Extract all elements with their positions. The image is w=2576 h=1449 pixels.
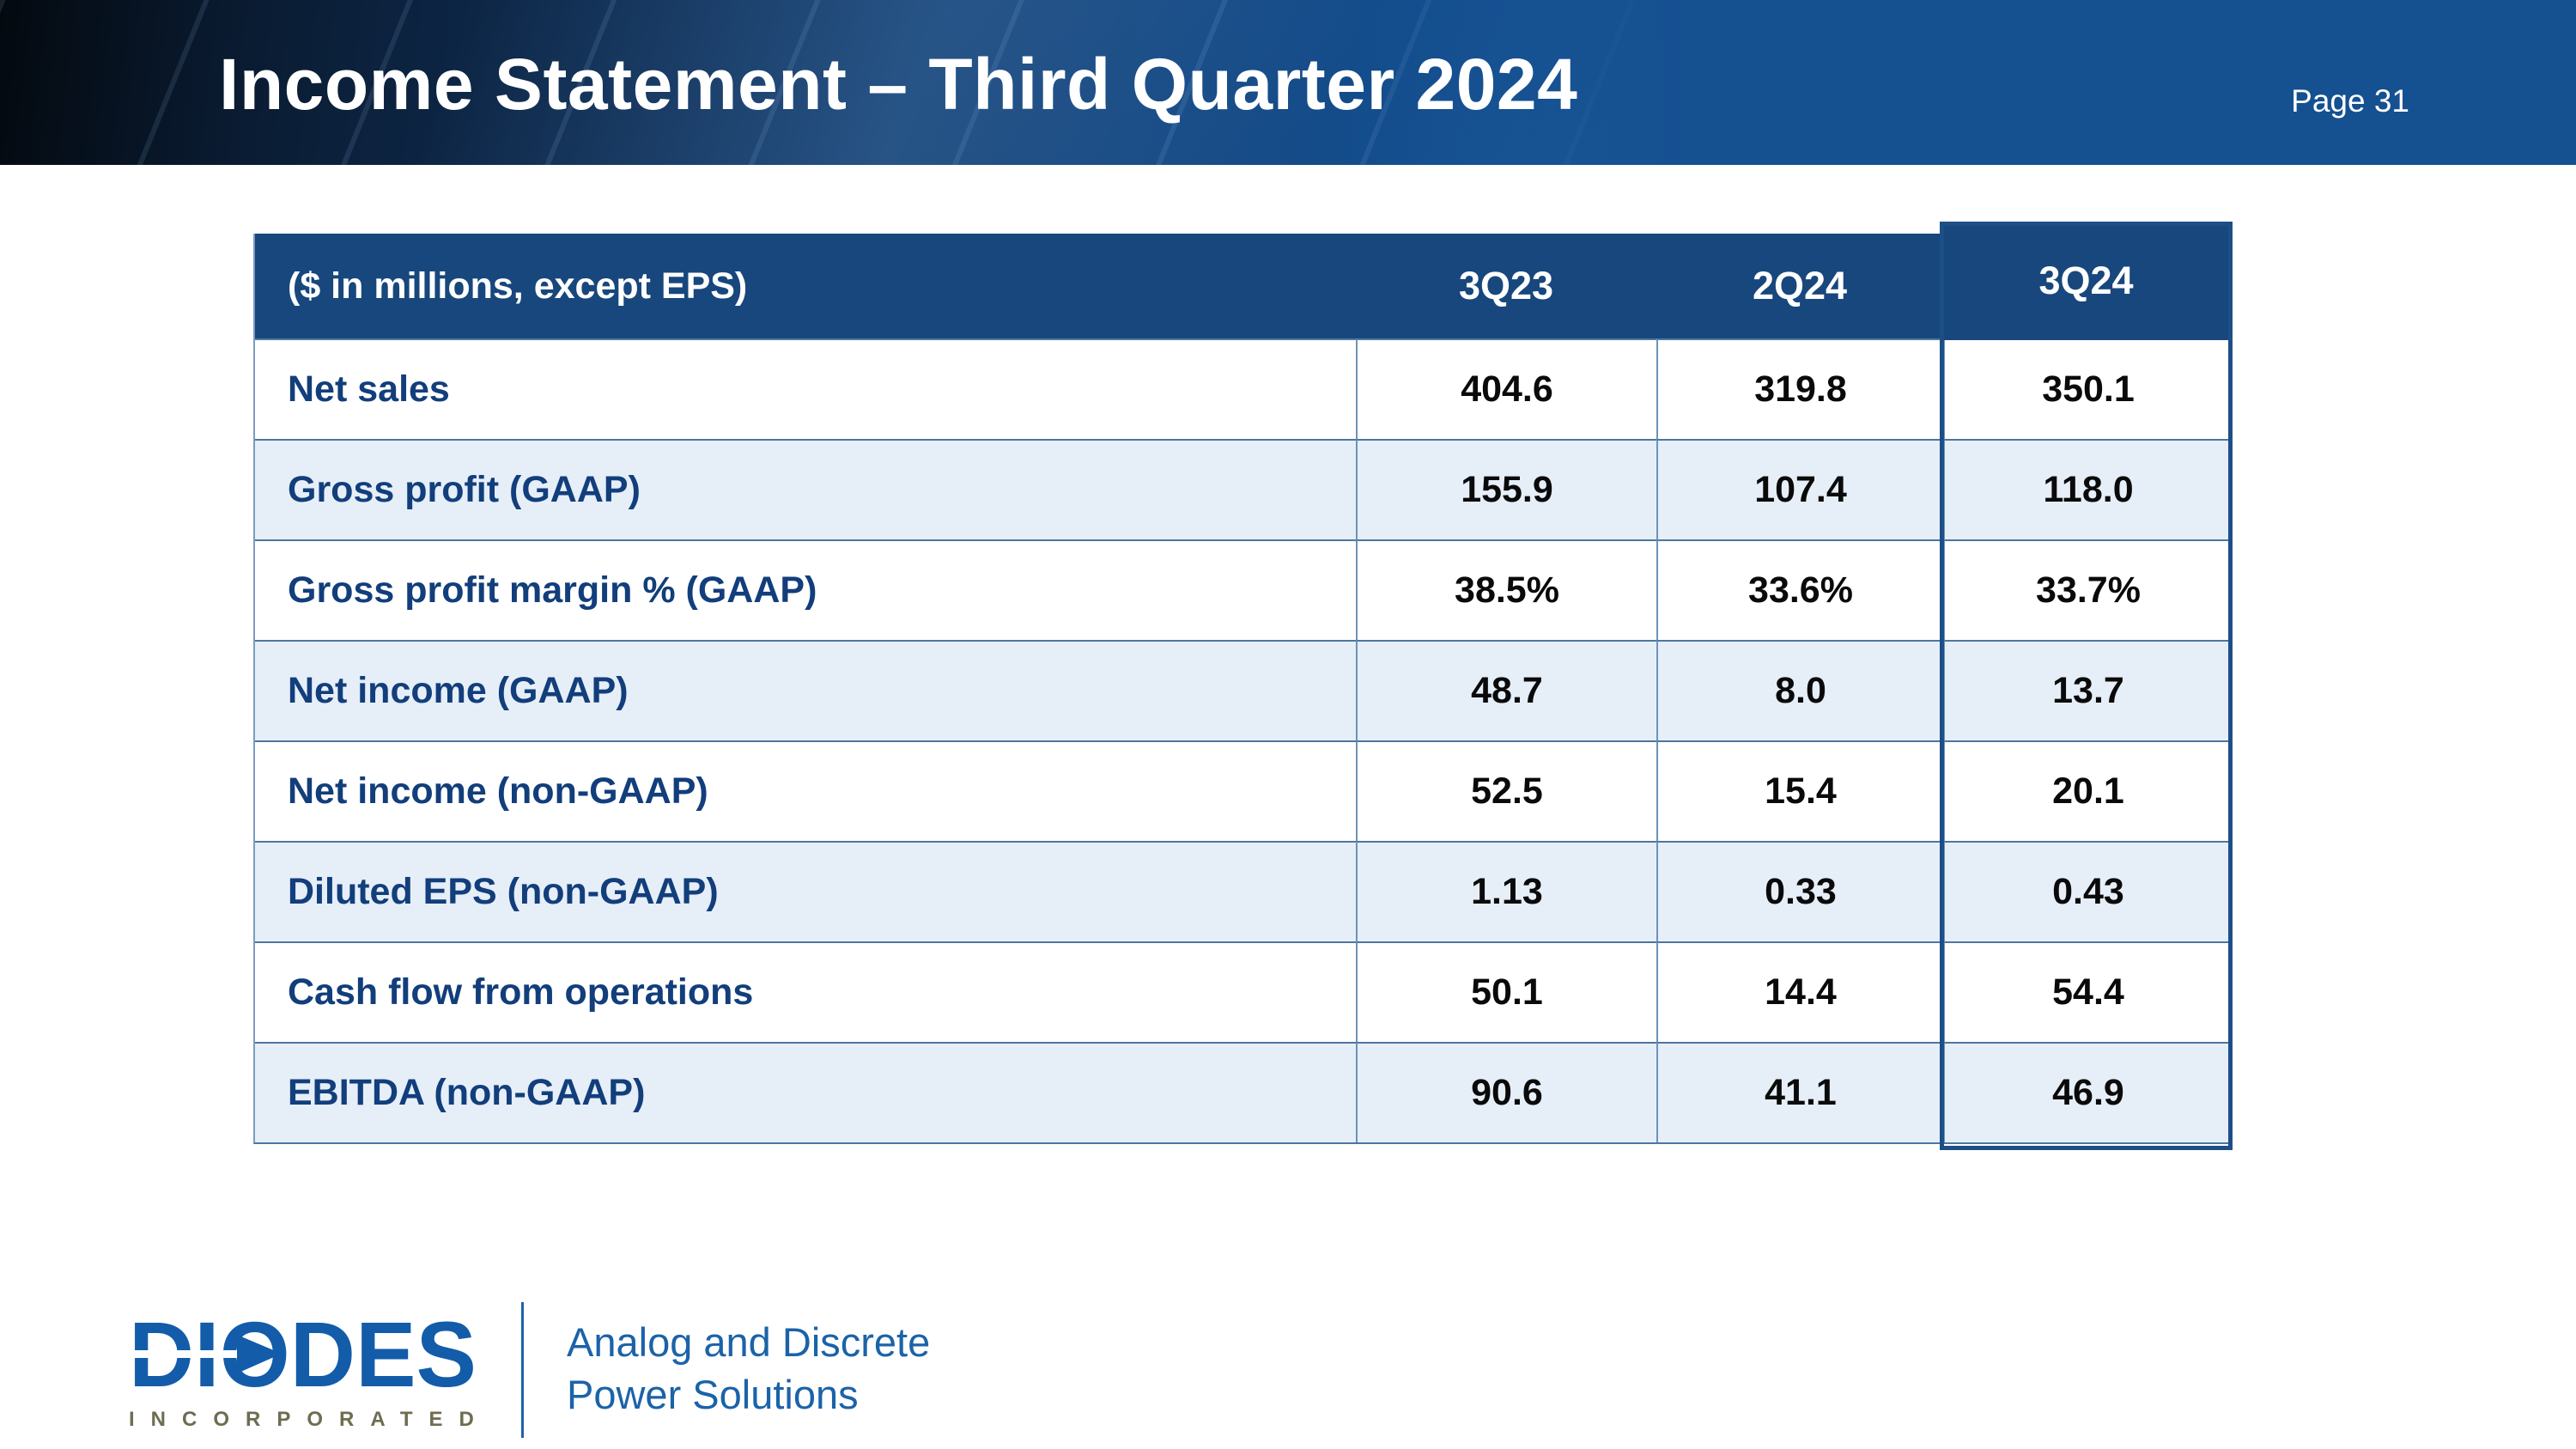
- cell-value: 0.33: [1656, 841, 1943, 941]
- page-title: Income Statement – Third Quarter 2024: [219, 43, 1578, 125]
- cell-value: 90.6: [1356, 1042, 1656, 1142]
- income-statement-table: ($ in millions, except EPS) 3Q23 2Q24 Ne…: [253, 234, 2232, 1144]
- banner: Income Statement – Third Quarter 2024 Pa…: [0, 0, 2576, 165]
- company-tagline: Analog and Discrete Power Solutions: [567, 1316, 930, 1421]
- cell-value: 1.13: [1356, 841, 1656, 941]
- cell-value: 155.9: [1356, 439, 1656, 539]
- table-header-units: ($ in millions, except EPS): [255, 234, 1356, 338]
- cell-value: 46.9: [1943, 1042, 2232, 1142]
- cell-value: 15.4: [1656, 740, 1943, 841]
- page-number: Page 31: [2291, 83, 2409, 119]
- cell-value: 52.5: [1356, 740, 1656, 841]
- cell-value: 404.6: [1356, 338, 1656, 439]
- footer-divider: [521, 1302, 524, 1438]
- row-label: Diluted EPS (non-GAAP): [255, 841, 1356, 941]
- cell-value: 107.4: [1656, 439, 1943, 539]
- row-label: EBITDA (non-GAAP): [255, 1042, 1356, 1142]
- cell-value: 350.1: [1943, 338, 2232, 439]
- cell-value: 13.7: [1943, 640, 2232, 740]
- cell-value: 8.0: [1656, 640, 1943, 740]
- cell-value: 33.6%: [1656, 539, 1943, 640]
- cell-value: 54.4: [1943, 941, 2232, 1042]
- highlighted-column-header: 3Q24: [1940, 222, 2233, 340]
- tagline-line-2: Power Solutions: [567, 1372, 859, 1417]
- table-header-3q23: 3Q23: [1356, 234, 1656, 338]
- cell-value: 50.1: [1356, 941, 1656, 1042]
- table-header-2q24: 2Q24: [1656, 234, 1943, 338]
- row-label: Net income (GAAP): [255, 640, 1356, 740]
- cell-value: 33.7%: [1943, 539, 2232, 640]
- logo-incorporated-text: INCORPORATED: [129, 1408, 490, 1431]
- row-label: Net income (non-GAAP): [255, 740, 1356, 841]
- row-label: Net sales: [255, 338, 1356, 439]
- cell-value: 14.4: [1656, 941, 1943, 1042]
- cell-value: 38.5%: [1356, 539, 1656, 640]
- tagline-line-1: Analog and Discrete: [567, 1319, 931, 1365]
- row-label: Gross profit (GAAP): [255, 439, 1356, 539]
- cell-value: 118.0: [1943, 439, 2232, 539]
- diodes-logo: DIODES INCORPORATED: [129, 1302, 490, 1432]
- cell-value: 41.1: [1656, 1042, 1943, 1142]
- cell-value: 20.1: [1943, 740, 2232, 841]
- cell-value: 319.8: [1656, 338, 1943, 439]
- row-label: Cash flow from operations: [255, 941, 1356, 1042]
- cell-value: 0.43: [1943, 841, 2232, 941]
- cell-value: 48.7: [1356, 640, 1656, 740]
- diodes-logo-icon: DIODES: [129, 1302, 477, 1406]
- row-label: Gross profit margin % (GAAP): [255, 539, 1356, 640]
